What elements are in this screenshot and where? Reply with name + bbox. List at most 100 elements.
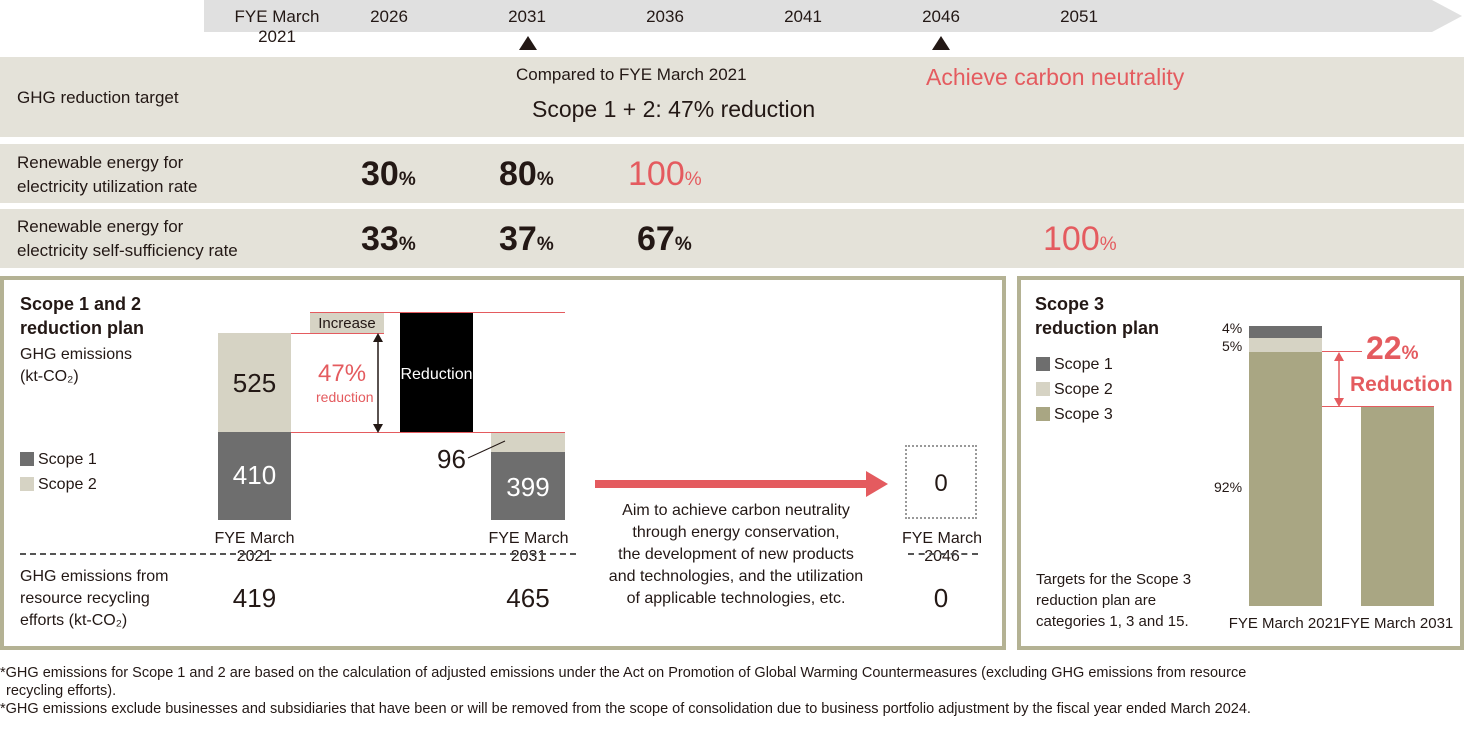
ghg-target-band	[0, 57, 1464, 137]
guide-line-2031	[291, 432, 565, 433]
ghg-compared-text: Compared to FYE March 2021	[516, 65, 747, 84]
reduction-word: reduction	[316, 389, 374, 405]
arrow-text-line: of applicable technologies, etc.	[626, 590, 846, 607]
scope3-title: Scope 3 reduction plan	[1035, 292, 1159, 340]
recycling-2031-value: 465	[506, 583, 550, 613]
s3-bar-2021-scope3	[1249, 352, 1322, 606]
bar-2021-scope1-value: 410	[232, 460, 277, 490]
bar-2031-label: FYE March 2031	[488, 530, 569, 565]
legend-item-scope2: Scope 2	[1036, 377, 1113, 402]
target-2046-box	[905, 445, 977, 519]
reduction-box	[400, 313, 473, 432]
value-number: 67	[637, 220, 675, 258]
s3-pct-scope1: 4%	[1222, 320, 1243, 336]
bar-2021-scope1	[218, 432, 291, 520]
bar-2021-scope2-value: 525	[232, 368, 277, 398]
title-line: reduction plan	[1035, 318, 1160, 338]
util-2026-value: 30%	[361, 155, 416, 194]
s3-reduction-arrow-icon	[1334, 352, 1344, 407]
timeline-year: 2036	[646, 7, 684, 26]
s3-bar-2021-scope2	[1249, 338, 1322, 352]
recycling-label-line: resource recycling	[20, 590, 150, 607]
legend-swatch	[20, 452, 34, 466]
recycling-2021-value: 419	[232, 583, 277, 613]
scope2-leader-line	[467, 440, 506, 459]
recycling-label-line: GHG emissions from	[20, 568, 169, 585]
bar-2031-scope1-value: 399	[506, 472, 550, 502]
arrow-text-line: and technologies, and the utilization	[608, 568, 864, 585]
legend-label: Scope 1	[1054, 356, 1113, 373]
label-line: electricity self-sufficiency rate	[17, 241, 238, 260]
s3-x-label-2021: FYE March 2021	[1228, 615, 1342, 632]
legend-item-scope3: Scope 3	[1036, 402, 1113, 427]
target-2046-label: FYE March 2046	[901, 530, 982, 565]
s3-x-label-2031: FYE March 2031	[1340, 615, 1454, 632]
legend-label: Scope 2	[38, 476, 97, 493]
util-2031-value: 80%	[499, 155, 554, 194]
scope12-legend: Scope 1 Scope 2	[20, 447, 97, 497]
s3-guide-line-bottom	[1322, 406, 1434, 407]
timeline-arrow-tip	[1432, 0, 1462, 32]
note-line: reduction plan are	[1036, 592, 1157, 609]
footnote-line: *GHG emissions for Scope 1 and 2 are bas…	[0, 665, 1247, 681]
value-unit: %	[536, 234, 554, 255]
recycling-label: GHG emissions from resource recycling ef…	[20, 566, 168, 632]
value-number: 30	[361, 155, 399, 193]
timeline-year: FYE March 2021	[234, 7, 320, 46]
bar-2031-scope1	[491, 452, 565, 520]
legend-item-scope1: Scope 1	[20, 447, 97, 472]
util-2036-value: 100%	[628, 155, 702, 194]
arrow-text-line: Aim to achieve carbon neutrality	[622, 502, 850, 519]
scope3-legend: Scope 1 Scope 2 Scope 3	[1036, 352, 1113, 427]
footnote-line: *GHG emissions exclude businesses and su…	[0, 701, 1251, 717]
title-line: Scope 3	[1035, 294, 1105, 314]
separator-dashed	[20, 553, 576, 555]
reduction-pct: 47%	[318, 360, 367, 387]
self-2051-value: 100%	[1043, 220, 1117, 259]
renewable-util-band	[0, 144, 1464, 203]
s3-pct-scope2: 5%	[1222, 338, 1243, 354]
legend-label: Scope 2	[1054, 381, 1113, 398]
s3-bar-2031-scope3	[1361, 407, 1434, 606]
value-number: 37	[499, 220, 537, 258]
timeline-bar	[204, 0, 1432, 32]
value-unit: %	[1099, 234, 1117, 255]
guide-line-peak	[310, 312, 565, 313]
value-number: 80	[499, 155, 537, 193]
value-unit: %	[684, 169, 702, 190]
timeline-year: 2031	[508, 7, 546, 26]
legend-item-scope1: Scope 1	[1036, 352, 1113, 377]
renewable-self-band	[0, 209, 1464, 268]
unit-line: GHG emissions	[20, 346, 133, 363]
bar-2031-scope2	[491, 433, 565, 452]
reduction-double-arrow-icon	[373, 333, 383, 433]
value-number: 22	[1366, 330, 1402, 366]
self-2036-value: 67%	[637, 220, 692, 259]
scope12-title: Scope 1 and 2 reduction plan	[20, 292, 144, 340]
s3-reduction-word: Reduction	[1350, 373, 1453, 396]
label-line: Renewable energy for	[17, 153, 184, 172]
neutral-arrow-text: Aim to achieve carbon neutrality through…	[586, 500, 886, 610]
bar-2021-scope2	[218, 333, 291, 432]
legend-item-scope2: Scope 2	[20, 472, 97, 497]
bar-2021-label: FYE March 2021	[214, 530, 295, 565]
legend-label: Scope 3	[1054, 406, 1113, 423]
renewable-self-label: Renewable energy for electricity self-su…	[17, 215, 238, 263]
recycling-2046-value: 0	[933, 583, 949, 613]
value-unit: %	[398, 234, 416, 255]
legend-swatch	[1036, 407, 1050, 421]
label-line: electricity utilization rate	[17, 177, 198, 196]
arrow-text-line: through energy conservation,	[632, 524, 840, 541]
legend-swatch	[1036, 357, 1050, 371]
note-line: categories 1, 3 and 15.	[1036, 613, 1189, 630]
footnote-line: recycling efforts).	[6, 683, 117, 699]
renewable-util-label: Renewable energy for electricity utiliza…	[17, 151, 197, 199]
carbon-neutral-target: Achieve carbon neutrality	[926, 64, 1185, 90]
increase-box	[310, 313, 384, 333]
arrow-text-line: the development of new products	[618, 546, 854, 563]
guide-line-2021	[291, 333, 384, 334]
value-number: 33	[361, 220, 399, 258]
value-number: 100	[628, 155, 685, 193]
target-2046-value: 0	[934, 470, 948, 497]
scope12-unit-label: GHG emissions (kt-CO₂)	[20, 344, 132, 388]
